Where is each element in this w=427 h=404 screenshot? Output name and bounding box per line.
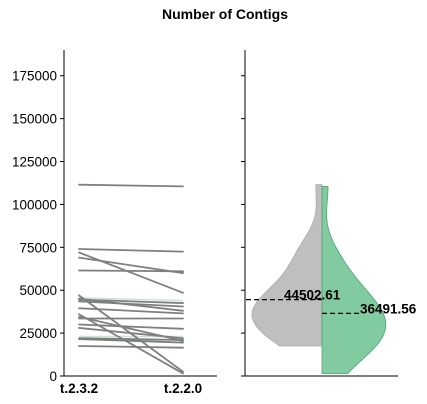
paired-line [78, 298, 184, 304]
paired-line [78, 300, 184, 308]
y-tick-label: 50000 [19, 283, 57, 298]
y-tick-label: 25000 [19, 326, 57, 341]
right-y-axis-ticks [241, 75, 245, 377]
x-tick-label: t.2.3.2 [60, 381, 98, 396]
y-axis-ticks: 0 25000 50000 75000 100000 125000 150000 175000 [12, 69, 64, 384]
paired-line [78, 323, 184, 330]
paired-line [78, 251, 184, 294]
paired-line [78, 327, 184, 340]
mean-label-right: 36491.56 [360, 301, 417, 316]
paired-lines [78, 183, 184, 375]
y-tick-label: 175000 [12, 69, 57, 84]
paired-line [78, 269, 184, 273]
paired-line [78, 337, 184, 341]
x-tick-label: t.2.2.0 [164, 381, 202, 396]
chart-title: Number of Contigs [162, 6, 288, 22]
paired-line-light [78, 297, 184, 302]
violin-half-right [321, 186, 387, 374]
y-tick-label: 150000 [12, 112, 57, 127]
y-tick-label: 100000 [12, 197, 57, 212]
y-tick-label: 0 [49, 369, 57, 384]
paired-line [78, 248, 184, 253]
paired-line [78, 307, 184, 315]
slope-panel: 0 25000 50000 75000 100000 125000 150000 175000… [12, 50, 217, 396]
y-tick-label: 75000 [19, 240, 57, 255]
paired-line [78, 338, 184, 344]
paired-line [78, 345, 184, 349]
paired-line [78, 313, 184, 375]
paired-line [78, 183, 184, 188]
violin-half-left [251, 184, 323, 347]
y-tick-label: 125000 [12, 155, 57, 170]
violin-panel: 44502.61 36491.56 [241, 50, 417, 377]
mean-label-left: 44502.61 [284, 288, 341, 303]
